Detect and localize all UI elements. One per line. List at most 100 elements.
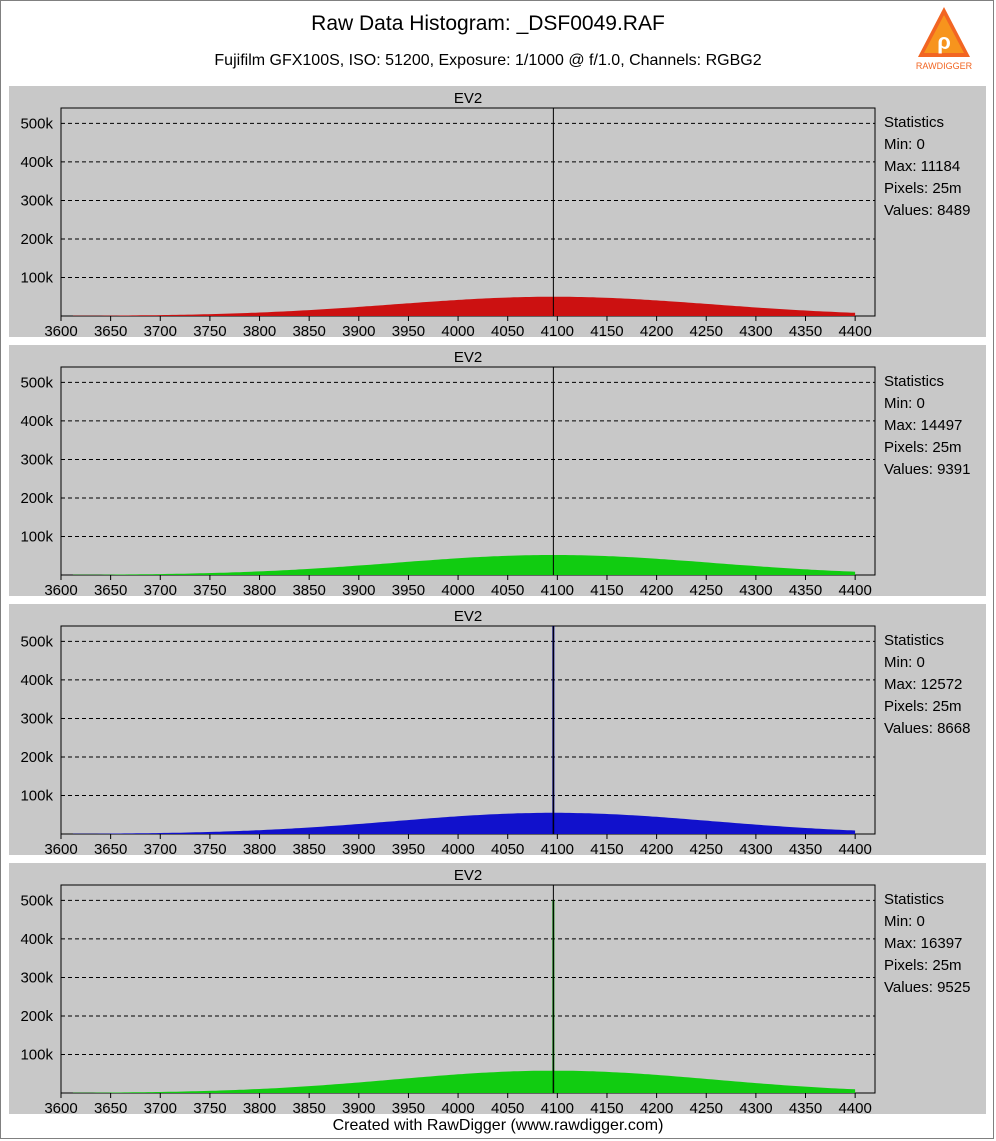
histogram-chart-green: EV2 100k 200k 300k 400k 500k 3600 3650 3700 3750 3… — [20, 349, 876, 596]
footer-credit: Created with RawDigger (www.rawdigger.co… — [332, 1117, 664, 1134]
stats-heading: Statistics — [884, 891, 945, 908]
stats-max: Max: 12572 — [884, 676, 963, 693]
x-tick-label: 4150 — [590, 323, 623, 337]
x-tick-label: 4350 — [789, 841, 822, 855]
x-tick-label: 4200 — [640, 323, 673, 337]
panel-title: EV2 — [454, 90, 482, 107]
plot-area — [60, 625, 876, 835]
stats-pixels: Pixels: 25m — [884, 439, 962, 456]
y-tick-label: 400k — [20, 931, 53, 948]
histogram-chart-blue: EV2 100k 200k 300k 400k 500k 3600 3650 3700 3750 3… — [20, 608, 876, 855]
x-tick-label: 3900 — [342, 1100, 375, 1114]
y-tick-label: 500k — [20, 892, 53, 909]
x-tick-label: 4050 — [491, 841, 524, 855]
x-tick-label: 3800 — [243, 582, 276, 596]
x-tick-label: 3750 — [193, 1100, 226, 1114]
histogram-area-green2 — [72, 1070, 856, 1093]
x-tick-label: 4000 — [441, 582, 474, 596]
x-tick-label: 3700 — [144, 582, 177, 596]
x-tick-label: 3750 — [193, 323, 226, 337]
histogram-area-green — [72, 555, 856, 575]
x-tick-label: 4350 — [789, 582, 822, 596]
histogram-chart-red: EV2 100k 200k 300k 400k 500k 3600 3650 3700 3750 3… — [20, 90, 876, 337]
x-tick-label: 4350 — [789, 1100, 822, 1114]
x-tick-label: 3900 — [342, 841, 375, 855]
stats-values: Values: 9525 — [884, 979, 971, 996]
x-tick-label: 3600 — [44, 841, 77, 855]
x-tick-label: 4200 — [640, 1100, 673, 1114]
plot-area — [60, 366, 876, 576]
x-tick-label: 4050 — [491, 323, 524, 337]
x-tick-label: 3850 — [292, 841, 325, 855]
y-tick-label: 400k — [20, 154, 53, 171]
rawdigger-logo: ρ RAWDIGGER — [916, 7, 973, 71]
x-tick-label: 4100 — [541, 1100, 574, 1114]
y-tick-label: 500k — [20, 115, 53, 132]
x-tick-label: 3950 — [392, 841, 425, 855]
x-tick-label: 4300 — [739, 1100, 772, 1114]
x-tick-label: 4250 — [690, 323, 723, 337]
x-tick-label: 4000 — [441, 323, 474, 337]
x-tick-label: 3750 — [193, 841, 226, 855]
y-tick-label: 100k — [20, 269, 53, 286]
x-tick-label: 4300 — [739, 582, 772, 596]
x-tick-label: 3750 — [193, 582, 226, 596]
x-tick-label: 3800 — [243, 841, 276, 855]
statistics-box-red: Statistics Min: 0 Max: 11184 Pixels: 25m… — [884, 112, 984, 222]
x-tick-label: 4400 — [838, 582, 871, 596]
x-tick-label: 3900 — [342, 582, 375, 596]
x-tick-label: 3950 — [392, 323, 425, 337]
stats-pixels: Pixels: 25m — [884, 180, 962, 197]
panel-title: EV2 — [454, 867, 482, 884]
x-tick-label: 4250 — [690, 1100, 723, 1114]
x-tick-label: 3700 — [144, 841, 177, 855]
y-tick-label: 400k — [20, 413, 53, 430]
stats-heading: Statistics — [884, 114, 945, 131]
stats-max: Max: 14497 — [884, 417, 963, 434]
x-tick-label: 4250 — [690, 582, 723, 596]
stats-min: Min: 0 — [884, 136, 925, 153]
y-tick-label: 300k — [20, 710, 53, 727]
x-tick-label: 4300 — [739, 323, 772, 337]
x-tick-label: 3950 — [392, 1100, 425, 1114]
y-tick-label: 500k — [20, 374, 53, 391]
y-tick-label: 300k — [20, 192, 53, 209]
panel-title: EV2 — [454, 349, 482, 366]
y-tick-label: 200k — [20, 749, 53, 766]
stats-max: Max: 16397 — [884, 935, 963, 952]
x-tick-label: 3850 — [292, 323, 325, 337]
x-tick-label: 3600 — [44, 582, 77, 596]
x-tick-label: 3800 — [243, 1100, 276, 1114]
x-tick-label: 4000 — [441, 1100, 474, 1114]
x-tick-label: 4050 — [491, 1100, 524, 1114]
stats-heading: Statistics — [884, 632, 945, 649]
x-tick-label: 4150 — [590, 841, 623, 855]
x-tick-label: 3850 — [292, 582, 325, 596]
y-tick-label: 400k — [20, 672, 53, 689]
report-title: Raw Data Histogram: _DSF0049.RAF — [311, 12, 665, 35]
statistics-box-blue: Statistics Min: 0 Max: 12572 Pixels: 25m… — [884, 630, 984, 740]
y-tick-label: 300k — [20, 969, 53, 986]
statistics-box-green: Statistics Min: 0 Max: 14497 Pixels: 25m… — [884, 371, 984, 481]
x-tick-label: 4150 — [590, 582, 623, 596]
stats-pixels: Pixels: 25m — [884, 698, 962, 715]
x-tick-label: 4000 — [441, 841, 474, 855]
y-tick-label: 200k — [20, 1008, 53, 1025]
x-tick-label: 4300 — [739, 841, 772, 855]
svg-text:RAWDIGGER: RAWDIGGER — [916, 61, 973, 71]
x-tick-label: 4200 — [640, 582, 673, 596]
statistics-box-green2: Statistics Min: 0 Max: 16397 Pixels: 25m… — [884, 889, 984, 999]
x-tick-label: 4400 — [838, 841, 871, 855]
panel-title: EV2 — [454, 608, 482, 625]
x-tick-label: 4400 — [838, 323, 871, 337]
x-tick-label: 4150 — [590, 1100, 623, 1114]
x-tick-label: 3950 — [392, 582, 425, 596]
histogram-area-blue — [72, 812, 856, 834]
y-tick-label: 100k — [20, 528, 53, 545]
x-tick-label: 4100 — [541, 323, 574, 337]
stats-values: Values: 8668 — [884, 720, 971, 737]
y-tick-label: 100k — [20, 1046, 53, 1063]
y-tick-label: 100k — [20, 787, 53, 804]
stats-min: Min: 0 — [884, 654, 925, 671]
stats-min: Min: 0 — [884, 395, 925, 412]
